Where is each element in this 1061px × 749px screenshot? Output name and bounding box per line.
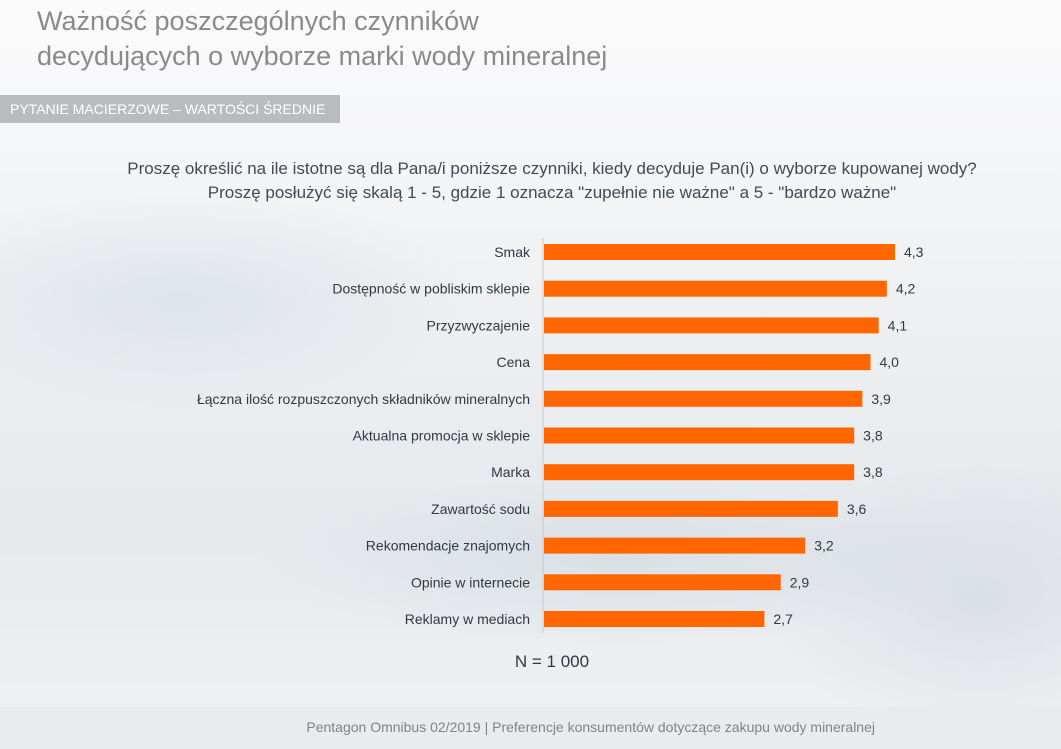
data-label: 3,6 xyxy=(847,501,867,517)
footer-bar: Pentagon Omnibus 02/2019 | Preferencje k… xyxy=(0,707,1061,749)
question-type-tag: PYTANIE MACIERZOWE – WARTOŚCI ŚREDNIE xyxy=(0,95,340,123)
category-label: Cena xyxy=(497,354,531,370)
bar xyxy=(544,500,838,517)
bar xyxy=(544,611,765,627)
data-label: 2,9 xyxy=(790,574,810,590)
footer-source-text: Pentagon Omnibus 02/2019 | Preferencje k… xyxy=(306,719,875,735)
bar xyxy=(544,317,879,334)
page-title-line-1: Ważność poszczególnych czynników xyxy=(37,6,479,36)
category-label: Opinie w internecie xyxy=(411,574,530,590)
bar xyxy=(544,537,806,554)
category-label: Rekomendacje znajomych xyxy=(366,538,530,554)
category-label: Smak xyxy=(494,244,531,260)
bar xyxy=(544,354,871,371)
bar xyxy=(544,280,887,297)
category-label: Łączna ilość rozpuszczonych składników m… xyxy=(197,391,530,407)
survey-question-line-1: Proszę określić na ile istotne są dla Pa… xyxy=(127,159,977,178)
category-label: Aktualna promocja w sklepie xyxy=(353,428,531,444)
bar-chart: Smak 4,3 Dostępność w pobliskim sklepie 4,2… xyxy=(197,238,924,633)
bar xyxy=(544,464,855,481)
category-label: Przyzwyczajenie xyxy=(427,317,531,333)
data-label: 3,8 xyxy=(863,464,883,480)
sample-size-label: N = 1 000 xyxy=(514,652,590,671)
data-label: 3,8 xyxy=(863,428,883,444)
data-label: 4,2 xyxy=(896,281,916,297)
survey-question-line-2: Proszę posłużyć się skalą 1 - 5, gdzie 1… xyxy=(207,183,897,202)
category-label: Reklamy w mediach xyxy=(405,611,530,627)
bar xyxy=(544,390,863,407)
data-label: 4,0 xyxy=(880,354,900,370)
bar xyxy=(544,427,855,444)
bar xyxy=(544,244,895,260)
survey-question: Proszę określić na ile istotne są dla Pa… xyxy=(0,157,1061,205)
category-label: Dostępność w pobliskim sklepie xyxy=(332,281,530,297)
page-title-line-2: decydujących o wyborze marki wody minera… xyxy=(37,41,608,71)
category-label: Marka xyxy=(491,464,530,480)
bar xyxy=(544,574,781,591)
data-label: 4,1 xyxy=(888,317,908,333)
data-label: 4,3 xyxy=(904,244,924,260)
page-title: Ważność poszczególnych czynników decyduj… xyxy=(37,4,607,74)
data-label: 2,7 xyxy=(773,611,793,627)
category-label: Zawartość sodu xyxy=(431,501,530,517)
data-label: 3,9 xyxy=(871,391,891,407)
data-label: 3,2 xyxy=(814,538,834,554)
